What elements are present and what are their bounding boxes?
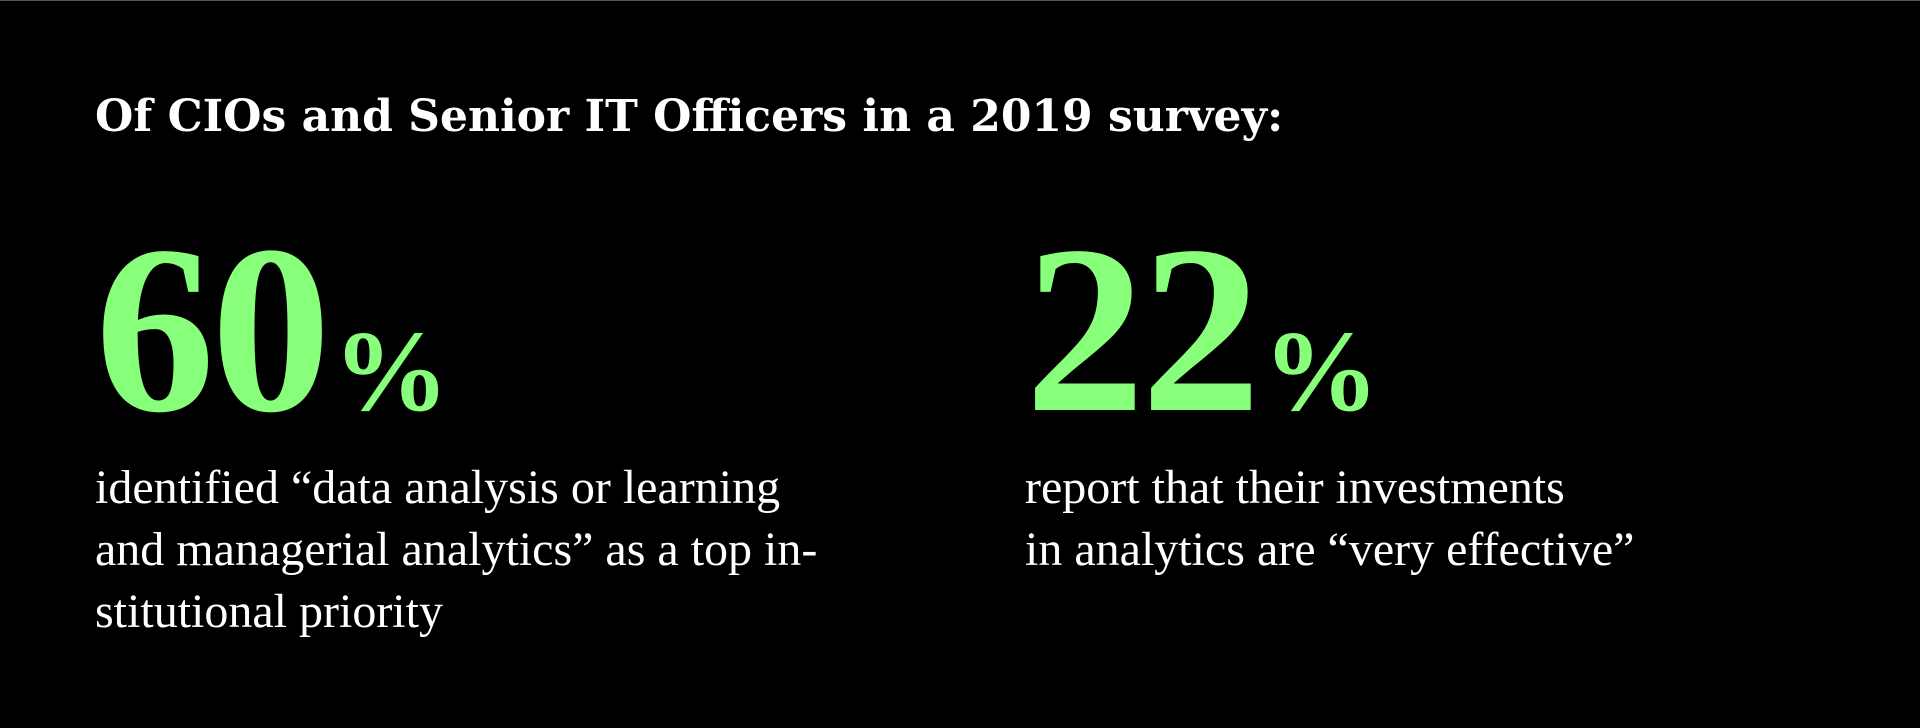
caption-line: and managerial analytics” as a top in-: [95, 523, 818, 576]
stat-figure: 60%: [95, 209, 955, 449]
caption-line: report that their investments: [1025, 461, 1565, 514]
caption-line: in analytics are “very effective”: [1025, 523, 1635, 576]
survey-heading: Of CIOs and Senior IT Officers in a 2019…: [95, 91, 1284, 142]
stat-number: 60: [95, 196, 331, 462]
caption-line: stitutional priority: [95, 585, 443, 638]
percent-sign: %: [1263, 308, 1379, 436]
stat-caption: identified “data analysis or learning an…: [95, 457, 955, 643]
stat-block-priority: 60% identified “data analysis or learnin…: [95, 209, 955, 643]
caption-line: identified “data analysis or learning: [95, 461, 781, 514]
percent-sign: %: [333, 308, 449, 436]
stat-figure: 22%: [1025, 209, 1885, 449]
stat-caption: report that their investments in analyti…: [1025, 457, 1885, 581]
stat-number: 22: [1025, 196, 1261, 462]
stat-block-effectiveness: 22% report that their investments in ana…: [1025, 209, 1885, 581]
